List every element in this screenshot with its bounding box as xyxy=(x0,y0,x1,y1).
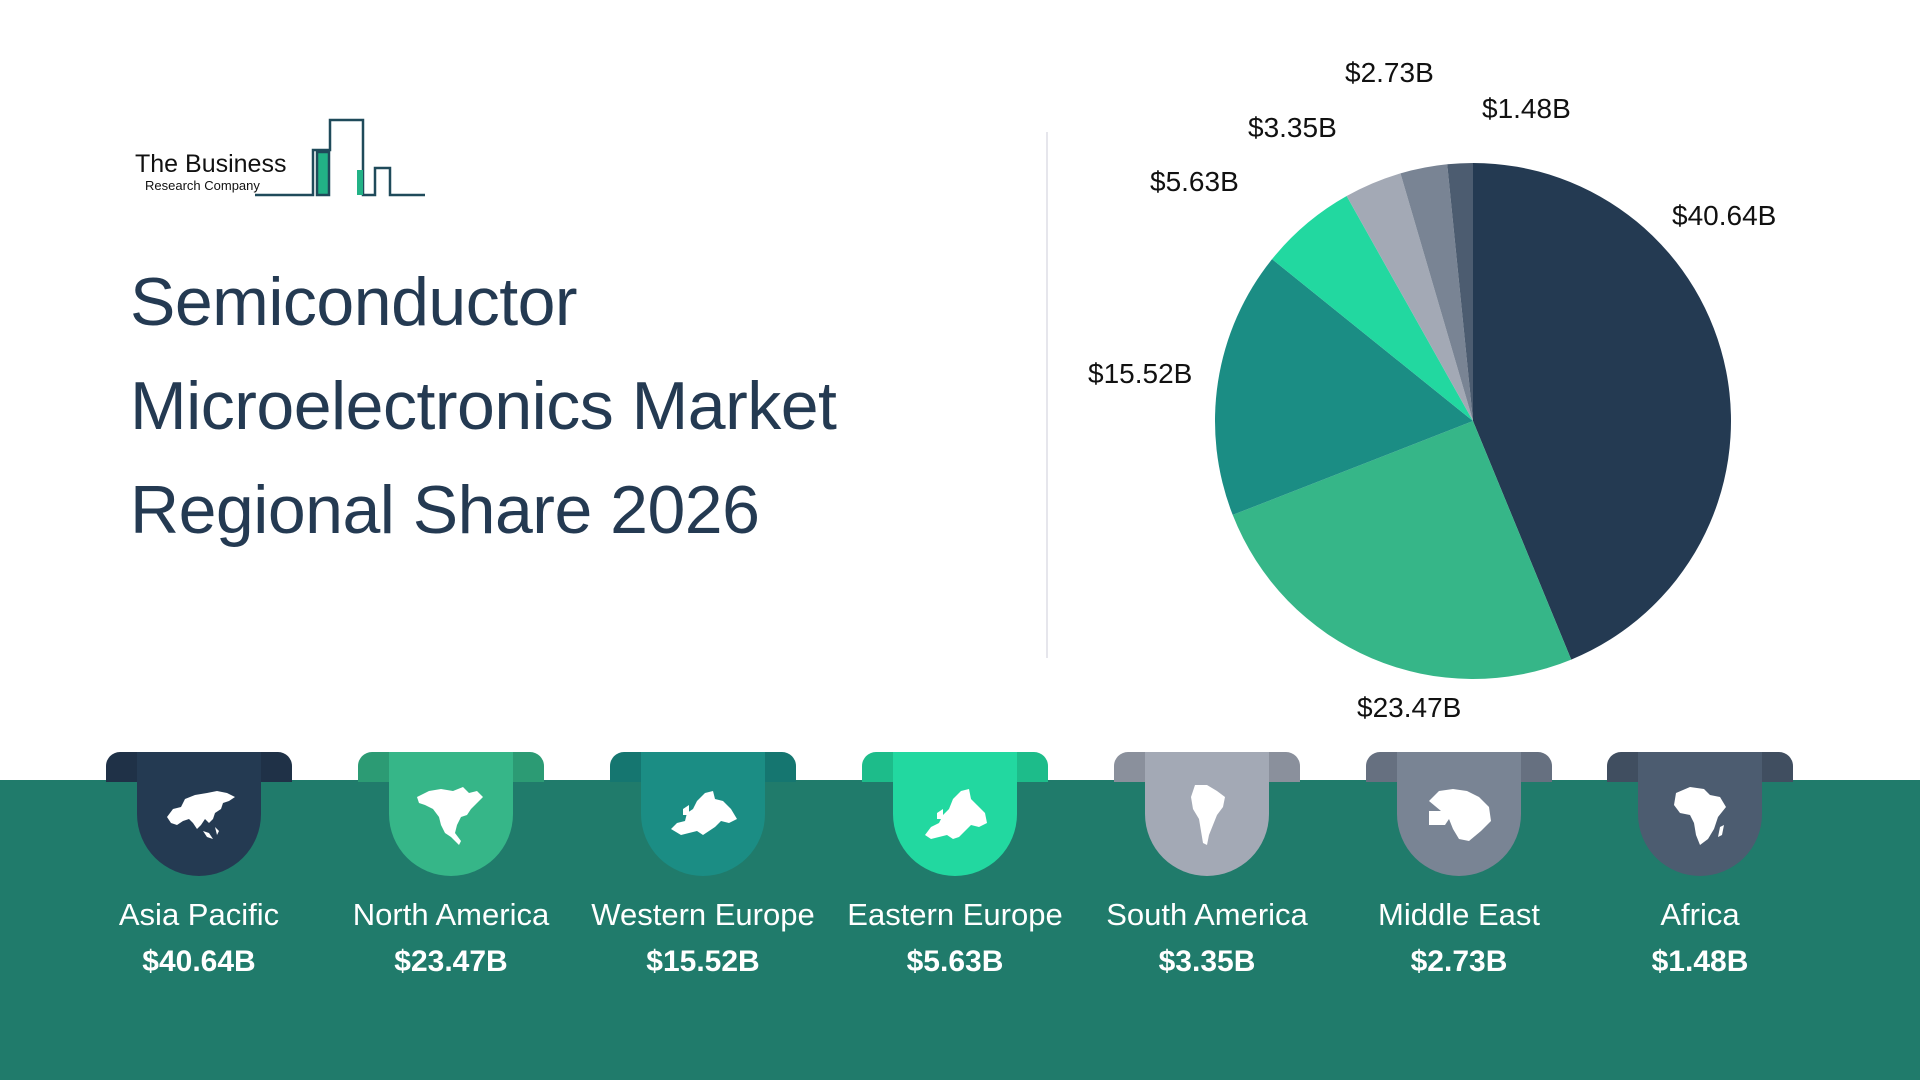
region-north-america: North America $23.47B xyxy=(325,752,577,1080)
svg-text:Research Company: Research Company xyxy=(145,178,260,193)
pie-label-south-america: $3.35B xyxy=(1248,112,1337,143)
pie-slice-africa xyxy=(1447,163,1473,421)
region-western-europe: Western Europe $15.52B xyxy=(577,752,829,1080)
north-america-map-icon xyxy=(417,787,483,845)
region-badge xyxy=(389,752,513,876)
region-south-america: South America $3.35B xyxy=(1081,752,1333,1080)
region-africa: Africa $1.48B xyxy=(1574,752,1826,1080)
asia-map-icon xyxy=(167,791,235,839)
svg-text:The Business: The Business xyxy=(135,150,286,178)
pie-label-eastern-europe: $5.63B xyxy=(1150,166,1239,197)
pie-slice-western-europe xyxy=(1214,259,1473,515)
western-europe-map-icon xyxy=(671,791,737,835)
africa-map-icon xyxy=(1674,787,1726,845)
region-asia-pacific: Asia Pacific $40.64B xyxy=(73,752,325,1080)
logo-buildings-icon: The Business Research Company xyxy=(135,118,425,197)
pie-slice-south-america xyxy=(1346,173,1473,421)
company-logo: The Business Research Company xyxy=(135,110,425,200)
pie-slice-eastern-europe xyxy=(1272,196,1473,421)
pie-slice-asia-pacific xyxy=(1473,163,1731,660)
region-eastern-europe: Eastern Europe $5.63B xyxy=(829,752,1081,1080)
pie-label-north-america: $23.47B xyxy=(1357,692,1462,723)
title-line-2: Microelectronics Market xyxy=(130,368,837,444)
pie-label-middle-east: $2.73B xyxy=(1345,57,1434,88)
vertical-divider xyxy=(1046,132,1048,658)
eastern-europe-map-icon xyxy=(925,789,987,839)
pie-slice-north-america xyxy=(1232,421,1572,679)
region-badge xyxy=(1145,752,1269,876)
region-badge xyxy=(893,752,1017,876)
region-middle-east: Middle East $2.73B xyxy=(1333,752,1585,1080)
pie-label-africa: $1.48B xyxy=(1482,93,1571,124)
pie-label-asia-pacific: $40.64B xyxy=(1672,200,1777,231)
page-title: Semiconductor Microelectronics Market Re… xyxy=(130,250,990,562)
south-america-map-icon xyxy=(1191,785,1225,845)
region-badge xyxy=(1638,752,1762,876)
middle-east-map-icon xyxy=(1429,789,1491,841)
region-badge xyxy=(641,752,765,876)
pie-label-western-europe: $15.52B xyxy=(1088,358,1193,389)
title-line-3: Regional Share 2026 xyxy=(130,472,760,548)
title-line-1: Semiconductor xyxy=(130,264,578,340)
pie-slice-middle-east xyxy=(1400,164,1473,421)
region-badge xyxy=(1397,752,1521,876)
region-badge xyxy=(137,752,261,876)
